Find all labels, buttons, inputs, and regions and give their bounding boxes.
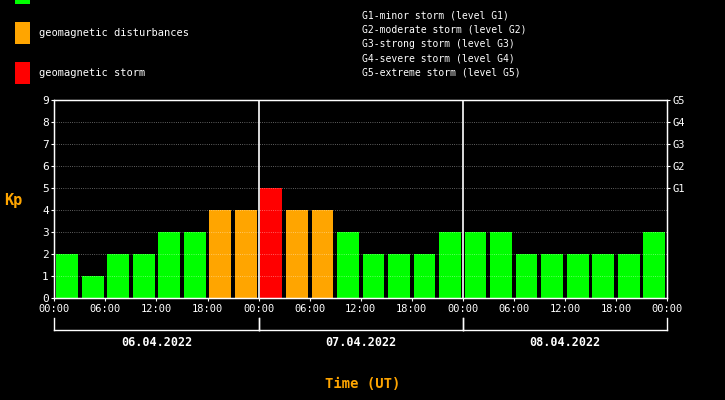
Bar: [567, 254, 589, 298]
Bar: [592, 254, 614, 298]
Bar: [490, 232, 512, 298]
Text: Time (UT): Time (UT): [325, 377, 400, 391]
Bar: [414, 254, 435, 298]
Text: 06.04.2022: 06.04.2022: [121, 336, 192, 348]
Bar: [184, 232, 206, 298]
Bar: [515, 254, 537, 298]
Text: Kp: Kp: [4, 192, 22, 208]
Bar: [82, 276, 104, 298]
Bar: [133, 254, 154, 298]
Bar: [260, 188, 282, 298]
Bar: [465, 232, 486, 298]
Bar: [312, 210, 334, 298]
Bar: [210, 210, 231, 298]
Bar: [362, 254, 384, 298]
Bar: [439, 232, 461, 298]
Text: G1-minor storm (level G1)
G2-moderate storm (level G2)
G3-strong storm (level G3: G1-minor storm (level G1) G2-moderate st…: [362, 10, 527, 78]
Text: geomagnetic storm: geomagnetic storm: [39, 68, 146, 78]
Bar: [337, 232, 359, 298]
Bar: [235, 210, 257, 298]
Bar: [107, 254, 129, 298]
Bar: [57, 254, 78, 298]
Text: 07.04.2022: 07.04.2022: [325, 336, 397, 348]
Bar: [643, 232, 665, 298]
Bar: [618, 254, 639, 298]
Text: 08.04.2022: 08.04.2022: [529, 336, 600, 348]
Bar: [158, 232, 180, 298]
Bar: [286, 210, 307, 298]
Text: geomagnetic disturbances: geomagnetic disturbances: [39, 28, 189, 38]
Bar: [542, 254, 563, 298]
Bar: [388, 254, 410, 298]
